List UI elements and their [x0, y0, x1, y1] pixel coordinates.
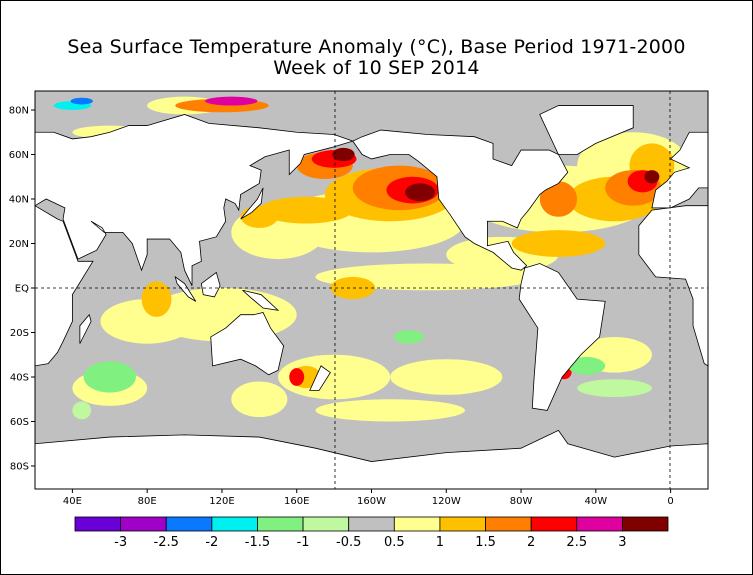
colorbar-label: 2.5: [566, 535, 587, 550]
land-europe: [651, 131, 708, 209]
colorbar-swatch: [120, 516, 167, 532]
lon-tick-label: 40W: [585, 496, 608, 507]
colorbar-swatch: [257, 516, 304, 532]
colorbar-label: 2: [527, 535, 535, 550]
anomaly-region: [240, 205, 279, 228]
lon-tick-label: 80E: [138, 496, 157, 507]
colorbar-label: -1: [297, 535, 310, 550]
lat-tick-label: 80S: [10, 462, 29, 473]
colorbar-swatch: [439, 516, 486, 532]
land-africa-west: [638, 205, 708, 367]
anomaly-region: [259, 196, 353, 224]
anomaly-region: [390, 359, 503, 395]
anomaly-region: [100, 299, 194, 344]
colorbar-label: -3: [114, 535, 127, 550]
colorbar: -3 -2.5 -2 -1.5 -1 -0.5 0.5 1 1.5 2 2.5 3: [74, 516, 669, 550]
anomaly-region: [539, 181, 578, 217]
lat-tick-label: 20S: [10, 328, 29, 339]
anomaly-region: [70, 97, 93, 105]
anomaly-region: [289, 368, 305, 386]
lat-tick-label: 60S: [10, 417, 29, 428]
colorbar-swatch: [530, 516, 578, 532]
land-antarctica: [35, 429, 708, 489]
colorbar-swatch: [393, 516, 441, 532]
lat-tick-label: EQ: [15, 284, 29, 295]
anomaly-region: [577, 379, 652, 398]
colorbar-label: -2: [205, 535, 218, 550]
colorbar-swatch: [485, 516, 532, 532]
colorbar-label: 1.5: [475, 535, 496, 550]
anomaly-region: [567, 356, 606, 375]
colorbar-swatch: [74, 516, 122, 532]
lat-tick-label: 40N: [9, 195, 29, 206]
land-new-zealand: [309, 365, 331, 391]
lat-tick-label: 40S: [10, 373, 29, 384]
land-south-america: [518, 263, 606, 411]
anomaly-region: [315, 399, 465, 422]
land-australia: [210, 312, 285, 376]
anomaly-region: [278, 354, 391, 400]
anomaly-region: [405, 183, 436, 202]
land-masses: [35, 105, 708, 489]
anomaly-region: [205, 96, 258, 106]
land-borneo: [200, 271, 221, 298]
colorbar-label: -2.5: [154, 535, 179, 550]
lat-tick-label: 80N: [9, 106, 29, 117]
anomaly-region: [83, 361, 136, 393]
land-new-guinea: [242, 289, 280, 311]
axis-ticks: 80N 60N 40N 20N EQ 20S 40S 60S 80S 40E 80E 120E 160E…: [9, 106, 674, 508]
colorbar-label: 1: [436, 535, 444, 550]
title-line-1: Sea Surface Temperature Anomaly (°C), Ba…: [67, 36, 686, 58]
lon-tick-label: 40E: [63, 496, 82, 507]
colorbar-label: 0.5: [384, 535, 405, 550]
anomaly-region: [231, 381, 288, 418]
anomaly-region: [332, 147, 355, 162]
land-north-america: [352, 129, 569, 271]
lon-tick-label: 0: [667, 496, 673, 507]
colorbar-swatch: [576, 516, 623, 532]
lon-tick-label: 160E: [284, 496, 309, 507]
colorbar-swatch: [348, 516, 395, 532]
anomaly-region: [393, 330, 424, 344]
anomaly-region: [330, 276, 376, 300]
colorbar-swatch: [165, 516, 213, 532]
lon-tick-label: 120W: [432, 496, 461, 507]
land-eurasia: [35, 114, 355, 286]
colorbar-label: -0.5: [336, 535, 361, 550]
colorbar-label: 3: [618, 535, 626, 550]
colorbar-swatch: [211, 516, 258, 532]
colorbar-swatch: [621, 516, 669, 532]
anomaly-region: [72, 401, 92, 420]
lat-tick-label: 20N: [9, 239, 29, 250]
lat-tick-label: 60N: [9, 150, 29, 161]
land-africa-east: [35, 205, 94, 367]
colorbar-label: -1.5: [245, 535, 270, 550]
title-line-2: Week of 10 SEP 2014: [273, 57, 480, 79]
anomaly-region: [511, 230, 606, 257]
lon-tick-label: 160W: [357, 496, 386, 507]
land-japan: [240, 187, 264, 220]
anomaly-region: [141, 281, 172, 317]
lon-tick-label: 80W: [510, 496, 533, 507]
lon-tick-label: 120E: [209, 496, 234, 507]
land-sumatra: [174, 275, 197, 302]
colorbar-swatch: [302, 516, 350, 532]
land-madagascar: [79, 313, 92, 344]
land-greenland: [539, 105, 634, 155]
anomaly-region: [644, 170, 660, 184]
